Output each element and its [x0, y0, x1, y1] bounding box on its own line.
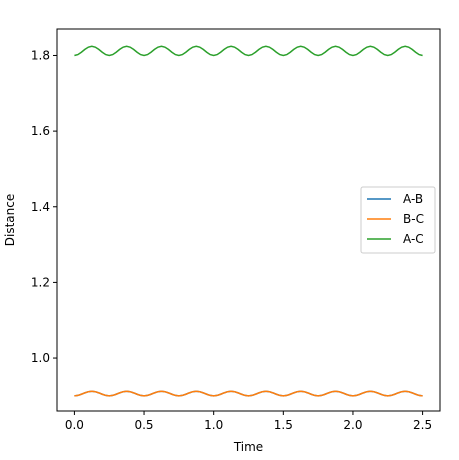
y-tick-label: 1.6	[31, 124, 50, 138]
series-line-a-c	[74, 45, 423, 57]
x-axis-label: Time	[233, 440, 263, 454]
legend-entry-label: B-C	[403, 212, 424, 226]
x-axis: 0.0 0.5 1.0 1.5 2.0 2.5	[65, 411, 432, 432]
y-tick-label: 1.8	[31, 48, 50, 62]
y-axis: 1.0 1.2 1.4 1.6 1.8	[31, 48, 57, 365]
x-tick-label: 2.5	[413, 418, 432, 432]
legend-box	[360, 186, 436, 254]
x-tick-label: 2.0	[343, 418, 362, 432]
axes-frame	[56, 28, 441, 412]
legend: A-B B-C A-C	[360, 186, 436, 254]
plot-lines	[74, 45, 423, 397]
legend-entry-label: A-B	[403, 192, 423, 206]
legend-entry-label: A-C	[403, 232, 424, 246]
x-tick-label: 1.5	[274, 418, 293, 432]
y-tick-label: 1.2	[31, 275, 50, 289]
series-line-b-c	[74, 390, 423, 397]
y-tick-label: 1.0	[31, 351, 50, 365]
y-axis-label: Distance	[3, 194, 17, 246]
y-tick-label: 1.4	[31, 200, 50, 214]
x-tick-label: 0.5	[134, 418, 153, 432]
x-tick-label: 0.0	[65, 418, 84, 432]
x-tick-label: 1.0	[204, 418, 223, 432]
